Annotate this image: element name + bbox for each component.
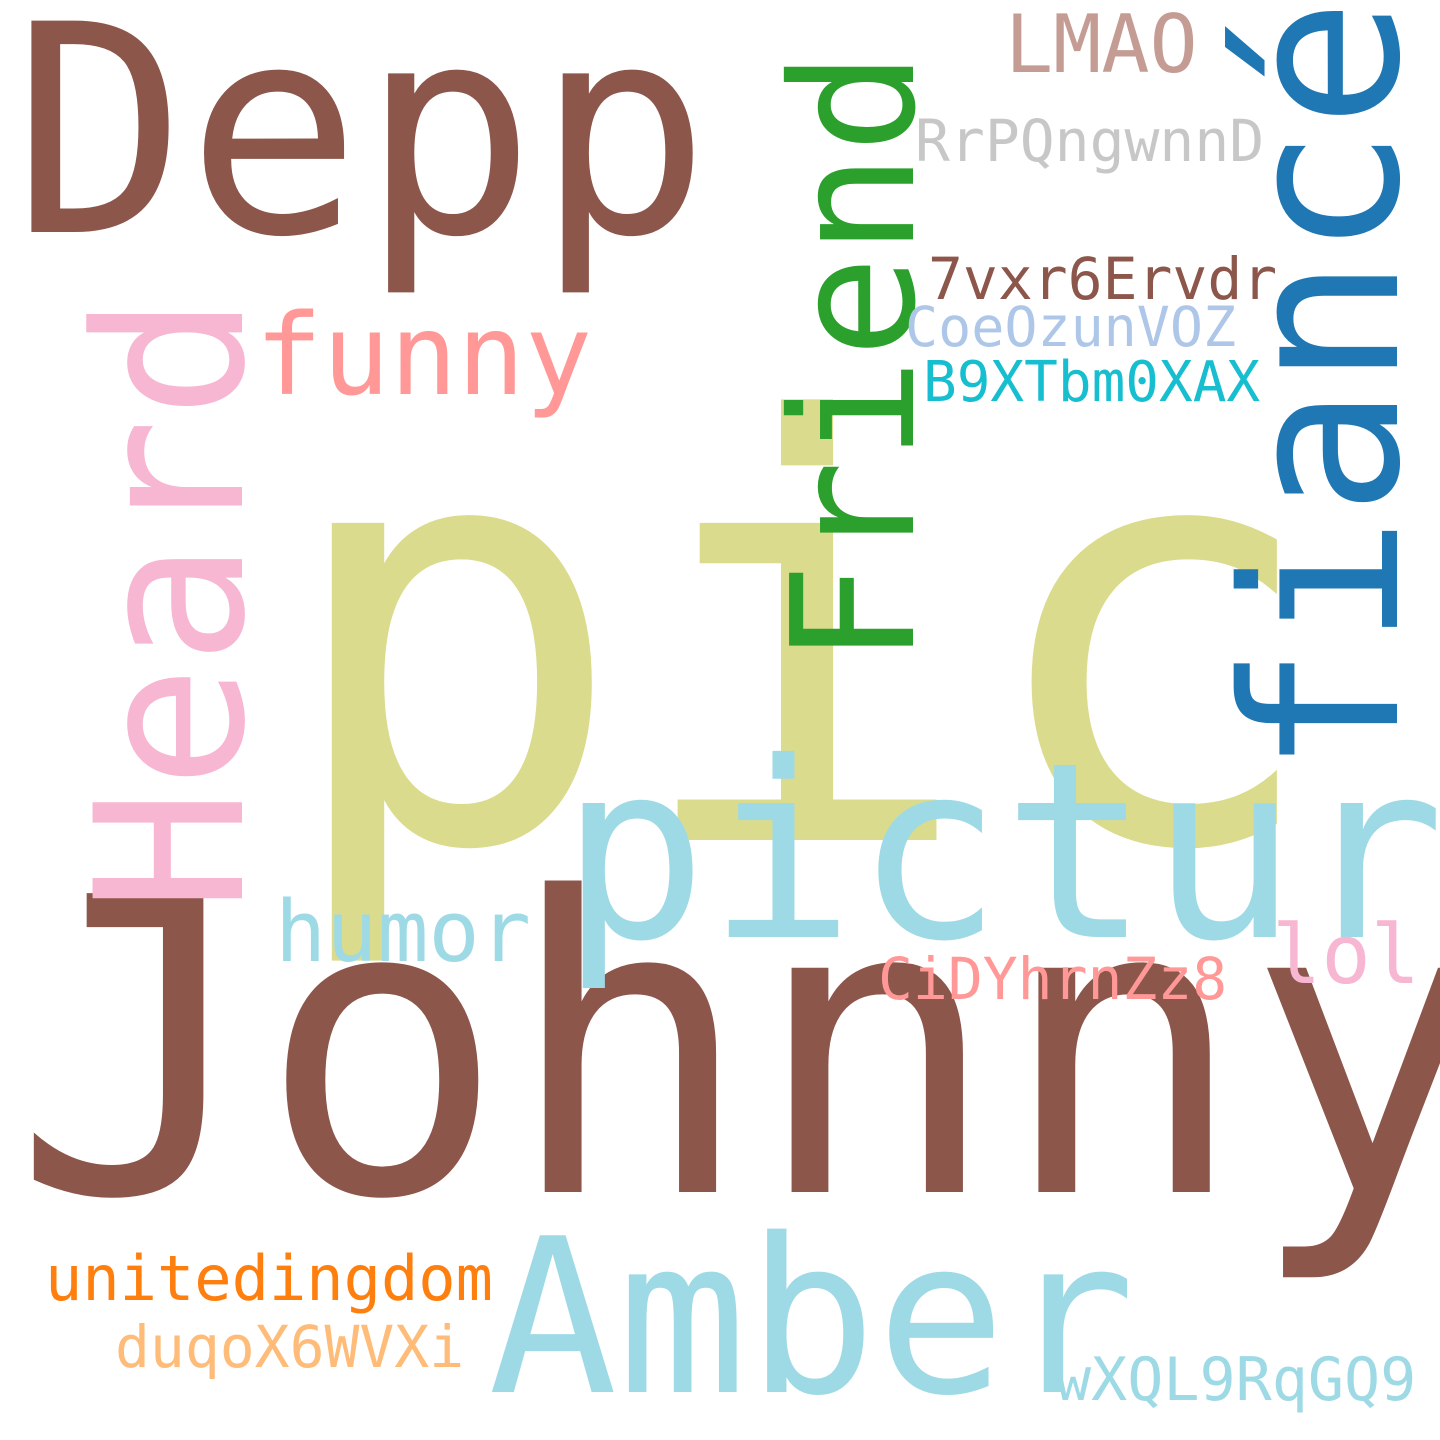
word-pic: pic xyxy=(278,302,1326,977)
word-humor: humor xyxy=(275,883,531,982)
word-depp: Depp xyxy=(12,0,711,301)
word-coeozunvoz: CoeOzunVOZ xyxy=(905,295,1237,359)
word-amber: Amber xyxy=(488,1192,1136,1440)
word-funny: funny xyxy=(255,291,593,421)
word-b9xtbm0xax: B9XTbm0XAX xyxy=(923,350,1261,415)
word-7vxr6ervdr: 7vxr6Ervdr xyxy=(928,245,1278,313)
word-unitedingdom: unitedingdom xyxy=(45,1242,493,1315)
word-heard: Heard xyxy=(53,294,291,912)
word-lmao: LMAO xyxy=(1005,0,1198,91)
word-cidyhrnzz8: CiDYhrnZz8 xyxy=(878,945,1228,1013)
word-rrpqngwnnd: RrPQngwnnD xyxy=(915,107,1265,175)
word-duqox6wvxi: duqoX6WVXi xyxy=(115,1313,465,1381)
word-lol: lol xyxy=(1272,908,1421,1003)
word-wxql9rqgq9: wXQL9RqGQ9 xyxy=(1055,1345,1417,1415)
word-picture: picture xyxy=(560,710,1440,995)
word-johnny: Johnny xyxy=(12,811,1440,1289)
